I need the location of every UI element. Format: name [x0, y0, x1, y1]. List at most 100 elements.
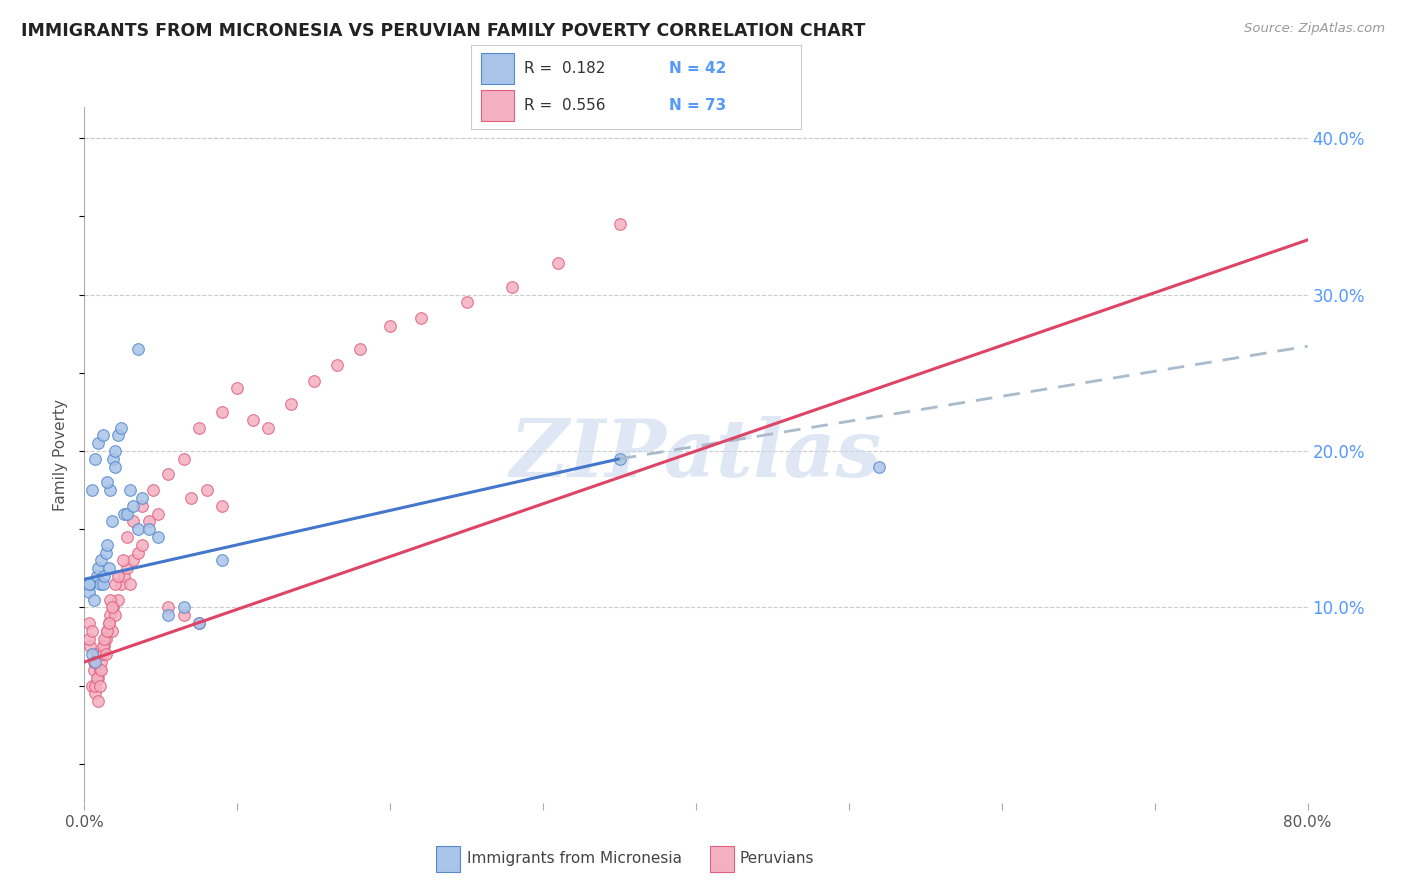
Point: [211, 405, 233, 419]
Point: [157, 467, 180, 482]
Point: [86, 569, 108, 583]
Point: [93, 632, 115, 646]
Point: [131, 491, 153, 505]
Point: [94, 632, 117, 646]
Point: [104, 608, 127, 623]
Point: [91, 577, 114, 591]
Point: [131, 499, 153, 513]
Text: N = 73: N = 73: [669, 98, 727, 113]
Point: [112, 569, 135, 583]
Point: [93, 640, 115, 654]
Point: [104, 577, 127, 591]
Point: [101, 600, 124, 615]
Point: [188, 420, 211, 434]
Point: [157, 600, 180, 615]
Point: [96, 624, 118, 638]
Point: [325, 358, 347, 372]
Point: [84, 686, 107, 700]
Point: [157, 608, 180, 623]
Point: [173, 600, 195, 615]
Text: IMMIGRANTS FROM MICRONESIA VS PERUVIAN FAMILY POVERTY CORRELATION CHART: IMMIGRANTS FROM MICRONESIA VS PERUVIAN F…: [21, 22, 866, 40]
Point: [115, 507, 138, 521]
Point: [211, 553, 233, 567]
Point: [77, 584, 100, 599]
Point: [302, 374, 325, 388]
Point: [89, 663, 111, 677]
Point: [87, 436, 110, 450]
Point: [107, 428, 129, 442]
Point: [90, 655, 112, 669]
Point: [180, 491, 202, 505]
Point: [280, 397, 302, 411]
Point: [122, 553, 145, 567]
Point: [127, 522, 149, 536]
Point: [91, 428, 114, 442]
Point: [77, 632, 100, 646]
Point: [127, 546, 149, 560]
Point: [98, 483, 121, 497]
Point: [87, 671, 110, 685]
Point: [77, 577, 100, 591]
Point: [188, 615, 211, 630]
Point: [84, 451, 107, 466]
Point: [131, 538, 153, 552]
Point: [80, 624, 103, 638]
Point: [79, 577, 101, 591]
Point: [146, 530, 169, 544]
Point: [86, 647, 108, 661]
Point: [101, 624, 124, 638]
Point: [84, 679, 107, 693]
Point: [409, 311, 432, 326]
Point: [257, 420, 280, 434]
Point: [90, 663, 112, 677]
Point: [98, 592, 121, 607]
Point: [869, 459, 891, 474]
Point: [103, 451, 125, 466]
Point: [89, 577, 111, 591]
Point: [104, 444, 127, 458]
Text: Immigrants from Micronesia: Immigrants from Micronesia: [467, 852, 682, 866]
Point: [502, 280, 524, 294]
Point: [91, 640, 114, 654]
Point: [609, 217, 631, 231]
Point: [112, 507, 135, 521]
Point: [242, 413, 264, 427]
Point: [110, 577, 132, 591]
Point: [609, 451, 631, 466]
Point: [120, 577, 142, 591]
Point: [97, 615, 120, 630]
Point: [188, 615, 211, 630]
Point: [98, 608, 121, 623]
Text: R =  0.182: R = 0.182: [524, 61, 605, 76]
Text: ZIPatlas: ZIPatlas: [510, 417, 882, 493]
Point: [115, 561, 138, 575]
Point: [456, 295, 478, 310]
Point: [195, 483, 218, 497]
Point: [90, 553, 112, 567]
Point: [547, 256, 569, 270]
Point: [94, 546, 117, 560]
Point: [94, 647, 117, 661]
Point: [111, 553, 134, 567]
Point: [96, 475, 118, 490]
Point: [79, 640, 101, 654]
Point: [104, 459, 127, 474]
Point: [87, 694, 110, 708]
Point: [120, 483, 142, 497]
Bar: [481, 90, 515, 120]
Point: [127, 343, 149, 357]
Point: [138, 514, 160, 528]
Point: [93, 569, 115, 583]
Point: [107, 592, 129, 607]
Point: [138, 522, 160, 536]
Point: [211, 499, 233, 513]
Point: [97, 561, 120, 575]
Point: [96, 624, 118, 638]
Point: [173, 451, 195, 466]
Point: [101, 514, 124, 528]
Text: Source: ZipAtlas.com: Source: ZipAtlas.com: [1244, 22, 1385, 36]
Point: [122, 499, 145, 513]
Point: [80, 483, 103, 497]
Point: [80, 679, 103, 693]
Y-axis label: Family Poverty: Family Poverty: [53, 399, 69, 511]
